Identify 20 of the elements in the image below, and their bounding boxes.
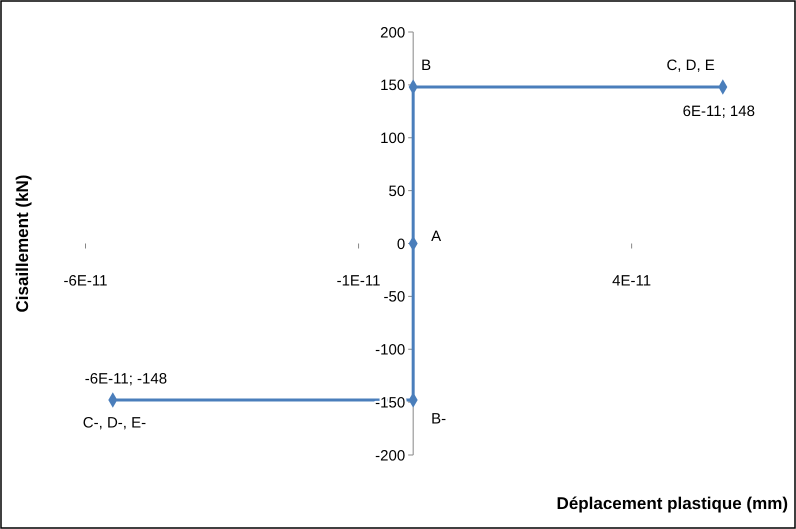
y-tick-label: -200 bbox=[375, 447, 406, 464]
x-tick-label: -6E-11 bbox=[64, 272, 108, 290]
y-tick-label: 200 bbox=[380, 24, 406, 42]
y-tick-label: -50 bbox=[383, 288, 406, 306]
y-tick-label: 0 bbox=[396, 236, 406, 253]
y-tick-label: 150 bbox=[380, 77, 406, 94]
y-tick-label: 100 bbox=[380, 130, 406, 147]
y-tick-label: -100 bbox=[375, 342, 406, 358]
annotation: C-, D-, E- bbox=[82, 414, 146, 432]
y-axis-title: Cisaillement (kN) bbox=[13, 174, 32, 312]
annotation: 6E-11; 148 bbox=[682, 103, 755, 120]
annotation: A bbox=[431, 228, 442, 245]
annotation: B- bbox=[431, 410, 446, 428]
annotation: C, D, E bbox=[666, 57, 715, 74]
x-tick-label: -1E-11 bbox=[336, 272, 381, 290]
x-tick-label: 4E-11 bbox=[612, 272, 652, 290]
x-axis-title: Déplacement plastique (mm) bbox=[556, 494, 788, 513]
annotation: -6E-11; -148 bbox=[84, 370, 168, 388]
annotation: B bbox=[421, 57, 432, 74]
y-tick-label: 50 bbox=[388, 182, 406, 200]
